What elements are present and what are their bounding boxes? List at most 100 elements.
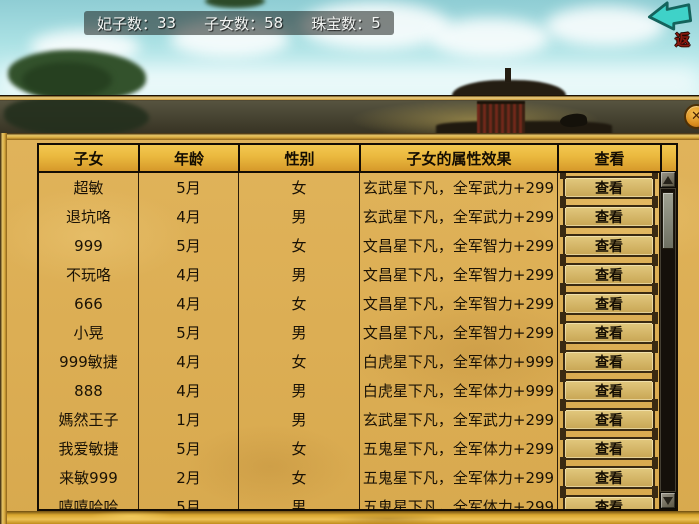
close-button[interactable]: ✕ (684, 104, 699, 129)
gold-divider (0, 96, 699, 100)
header-effect: 子女的属性效果 (359, 145, 557, 171)
table-body: 超敏 5月 女 玄武星下凡，全军武力+299 查看 退坑咯 4月 男 玄武星下凡… (39, 173, 676, 509)
view-button[interactable]: 查看 (560, 231, 658, 260)
cell-view: 查看 (557, 492, 660, 509)
tree-silhouette (22, 62, 112, 98)
children-table: 子女 年龄 性别 子女的属性效果 查看 超敏 5月 女 玄武星下凡，全军武力+2… (37, 143, 678, 511)
view-button[interactable]: 查看 (560, 376, 658, 405)
cell-view: 查看 (557, 318, 660, 347)
cell-effect: 白虎星下凡，全军体力+999 (359, 376, 557, 405)
stat-value: 58 (264, 14, 284, 32)
cell-effect: 五鬼星下凡，全军体力+299 (359, 434, 557, 463)
table-row: 不玩咯 4月 男 文昌星下凡，全军智力+299 查看 (39, 260, 676, 289)
cell-child-name: 666 (74, 294, 103, 313)
cell-child-name: 来敏999 (59, 469, 118, 487)
cell-view: 查看 (557, 434, 660, 463)
cloud (430, 18, 550, 58)
table-row: 666 4月 女 文昌星下凡，全军智力+299 查看 (39, 289, 676, 318)
cell-gender: 女 (238, 434, 359, 463)
children-panel: 子女 年龄 性别 子女的属性效果 查看 超敏 5月 女 玄武星下凡，全军武力+2… (0, 133, 699, 524)
cell-effect: 文昌星下凡，全军智力+299 (359, 260, 557, 289)
cell-gender: 男 (238, 202, 359, 231)
cell-gender: 女 (238, 347, 359, 376)
cell-age: 5月 (138, 434, 238, 463)
header-child: 子女 (73, 149, 104, 168)
cell-child-name: 小晃 (73, 324, 104, 342)
cell-child-name: 媽然王子 (58, 411, 119, 429)
cell-child-name: 不玩咯 (65, 266, 111, 284)
cell-age: 4月 (138, 202, 238, 231)
view-button[interactable]: 查看 (560, 289, 658, 318)
tree-silhouette (4, 100, 149, 133)
cell-view: 查看 (557, 405, 660, 434)
table-row: 999敏捷 4月 女 白虎星下凡，全军体力+999 查看 (39, 347, 676, 376)
table-row: 媽然王子 1月 男 玄武星下凡，全军武力+299 查看 (39, 405, 676, 434)
cell-age: 1月 (138, 405, 238, 434)
header-scrollbar-stub (660, 145, 676, 171)
table-row: 我爱敏捷 5月 女 五鬼星下凡，全军体力+299 查看 (39, 434, 676, 463)
cell-gender: 女 (238, 463, 359, 492)
view-button[interactable]: 查看 (560, 260, 658, 289)
cell-child-name: 退坑咯 (65, 208, 111, 226)
stat-label: 子女数： (204, 14, 265, 33)
cell-child-name: 嘻嘻哈哈 (58, 498, 119, 509)
stat-jewel-count: 珠宝数： 5 (311, 13, 381, 34)
cell-view: 查看 (557, 347, 660, 376)
cell-effect: 五鬼星下凡，全军体力+299 (359, 492, 557, 509)
bead-tower-silhouette (477, 101, 525, 133)
cell-child-name: 999敏捷 (59, 353, 118, 371)
close-icon: ✕ (691, 109, 699, 124)
scroll-thumb[interactable] (662, 192, 674, 249)
cell-age: 4月 (138, 376, 238, 405)
view-button[interactable]: 查看 (560, 173, 658, 202)
view-button[interactable]: 查看 (560, 347, 658, 376)
cell-age: 5月 (138, 318, 238, 347)
cell-view: 查看 (557, 202, 660, 231)
pagoda-silhouette (452, 80, 566, 97)
view-button[interactable]: 查看 (560, 463, 658, 492)
panel-border-left (0, 133, 7, 524)
cell-age: 4月 (138, 289, 238, 318)
scroll-track[interactable] (660, 188, 676, 492)
cell-view: 查看 (557, 260, 660, 289)
table-row: 来敏999 2月 女 五鬼星下凡，全军体力+299 查看 (39, 463, 676, 492)
cell-child-name: 我爱敏捷 (58, 440, 119, 458)
view-button[interactable]: 查看 (560, 318, 658, 347)
stat-value: 5 (371, 14, 381, 32)
stat-concubine-count: 妃子数： 33 (97, 13, 176, 34)
pagoda-silhouette (505, 68, 511, 82)
view-button[interactable]: 查看 (560, 405, 658, 434)
cell-view: 查看 (557, 231, 660, 260)
panel-top-strip (0, 100, 699, 133)
cell-view: 查看 (557, 376, 660, 405)
cell-age: 5月 (138, 492, 238, 509)
cell-view: 查看 (557, 463, 660, 492)
view-button[interactable]: 查看 (560, 434, 658, 463)
cell-child-name: 888 (74, 381, 103, 400)
stat-value: 33 (157, 14, 177, 32)
panel-border-top (0, 133, 699, 140)
scrollbar (659, 171, 676, 509)
cell-effect: 文昌星下凡，全军智力+299 (359, 289, 557, 318)
scroll-down-button[interactable] (660, 492, 676, 509)
cell-gender: 女 (238, 289, 359, 318)
cell-age: 5月 (138, 173, 238, 202)
cell-age: 2月 (138, 463, 238, 492)
status-bar: 妃子数： 33 子女数： 58 珠宝数： 5 (84, 11, 394, 35)
view-button[interactable]: 查看 (560, 202, 658, 231)
cell-view: 查看 (557, 289, 660, 318)
cell-gender: 男 (238, 318, 359, 347)
cell-gender: 男 (238, 376, 359, 405)
return-button[interactable]: 返 (644, 1, 699, 49)
cell-gender: 男 (238, 405, 359, 434)
stat-children-count: 子女数： 58 (204, 13, 283, 34)
cell-child-name: 超敏 (73, 179, 104, 197)
return-label: 返 (675, 31, 691, 49)
cell-effect: 玄武星下凡，全军武力+299 (359, 405, 557, 434)
cell-gender: 女 (238, 173, 359, 202)
view-button[interactable]: 查看 (560, 492, 658, 509)
cell-age: 5月 (138, 231, 238, 260)
cell-gender: 女 (238, 231, 359, 260)
scroll-up-button[interactable] (660, 171, 676, 188)
